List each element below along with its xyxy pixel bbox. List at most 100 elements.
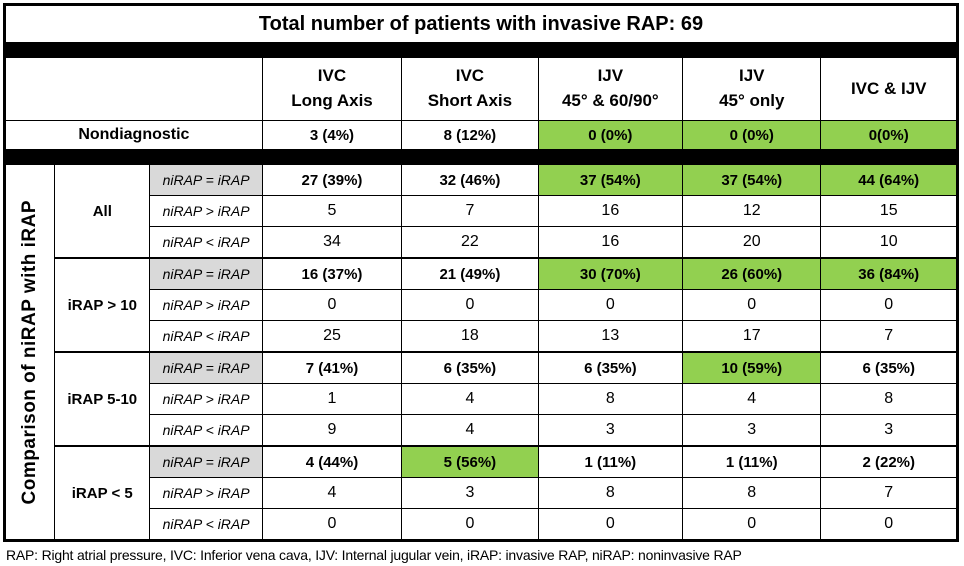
value-cell: 20 — [682, 226, 822, 259]
col-header-line2: 45° only — [719, 91, 785, 110]
table-row: niRAP > iRAP 0 0 0 0 0 — [5, 289, 958, 321]
value-cell: 30 (70%) — [537, 257, 684, 290]
value-cell: 26 (60%) — [682, 257, 822, 290]
row-label-nirap-lt-irap: niRAP < iRAP — [149, 226, 263, 259]
table-row: niRAP > iRAP 1 4 8 4 8 — [5, 383, 958, 415]
value-cell: 7 — [820, 477, 958, 509]
table-row: niRAP < iRAP 34 22 16 20 10 — [5, 226, 958, 259]
side-label-cell: Comparison of niRAP with iRAP — [3, 164, 56, 541]
value-cell: 18 — [401, 320, 539, 353]
row-label-nirap-eq-irap: niRAP = iRAP — [149, 257, 263, 290]
value-cell: 0 — [401, 508, 539, 541]
rap-comparison-table: Total number of patients with invasive R… — [3, 3, 959, 542]
column-header-row: IVC Long Axis IVC Short Axis IJV 45° & 6… — [4, 57, 958, 121]
row-label-nirap-gt-irap: niRAP > iRAP — [149, 289, 263, 321]
value-cell: 8 — [537, 477, 684, 509]
value-cell: 21 (49%) — [401, 257, 539, 290]
value-cell: 0 — [820, 289, 958, 321]
value-cell: 0 — [537, 508, 684, 541]
nondiagnostic-value: 8 (12%) — [401, 120, 539, 150]
row-label-nirap-lt-irap: niRAP < iRAP — [149, 508, 263, 541]
value-cell: 9 — [261, 414, 403, 447]
table-row: Comparison of niRAP with iRAP All niRAP … — [3, 164, 958, 541]
value-cell: 27 (39%) — [261, 164, 403, 196]
value-cell: 37 (54%) — [682, 164, 822, 196]
group-label-all: All — [54, 164, 151, 259]
col-header-line1: IVC — [317, 66, 347, 86]
value-cell: 3 — [401, 477, 539, 509]
nondiagnostic-value: 0 (0%) — [537, 120, 684, 150]
row-label-nirap-lt-irap: niRAP < iRAP — [149, 320, 263, 353]
group-label-irap-5-10: iRAP 5-10 — [54, 351, 151, 447]
value-cell: 3 — [537, 414, 684, 447]
col-header-ivc-short-axis: IVC Short Axis — [401, 57, 539, 121]
value-cell: 4 — [261, 477, 403, 509]
col-header-line2: Short Axis — [427, 91, 513, 110]
table-title: Total number of patients with invasive R… — [4, 4, 958, 43]
value-cell: 16 — [537, 195, 684, 227]
value-cell: 8 — [537, 383, 684, 415]
row-label-nirap-gt-irap: niRAP > iRAP — [149, 195, 263, 227]
value-cell: 36 (84%) — [820, 257, 958, 290]
separator-bar — [4, 42, 958, 58]
value-cell: 6 (35%) — [820, 351, 958, 384]
table-row: iRAP < 5 niRAP = iRAP 4 (44%) 5 (56%) 1 … — [5, 445, 958, 541]
separator-bar-middle — [4, 149, 958, 165]
col-header-line2: 45° & 60/90° — [561, 91, 659, 110]
col-header-line2: Long Axis — [291, 91, 373, 110]
value-cell: 37 (54%) — [537, 164, 684, 196]
value-cell: 22 — [401, 226, 539, 259]
value-cell: 2 (22%) — [820, 445, 958, 478]
row-label-nirap-gt-irap: niRAP > iRAP — [149, 477, 263, 509]
value-cell: 6 (35%) — [401, 351, 539, 384]
nondiagnostic-label: Nondiagnostic — [4, 120, 263, 150]
value-cell: 15 — [820, 195, 958, 227]
side-vertical-label: Comparison of niRAP with iRAP — [19, 199, 41, 505]
value-cell: 4 — [682, 383, 822, 415]
value-cell: 13 — [537, 320, 684, 353]
separator-bar — [4, 149, 958, 165]
row-label-nirap-lt-irap: niRAP < iRAP — [149, 414, 263, 447]
value-cell: 0 — [682, 508, 822, 541]
value-cell: 0 — [401, 289, 539, 321]
row-label-nirap-gt-irap: niRAP > iRAP — [149, 383, 263, 415]
value-cell: 32 (46%) — [401, 164, 539, 196]
nondiagnostic-value: 3 (4%) — [261, 120, 403, 150]
value-cell: 4 (44%) — [261, 445, 403, 478]
nondiagnostic-value: 0 (0%) — [682, 120, 822, 150]
value-cell: 3 — [682, 414, 822, 447]
col-header-ijv-45-6090: IJV 45° & 60/90° — [537, 57, 684, 121]
value-cell: 16 (37%) — [261, 257, 403, 290]
value-cell: 3 — [820, 414, 958, 447]
row-label-nirap-eq-irap: niRAP = iRAP — [149, 445, 263, 478]
value-cell: 0 — [261, 289, 403, 321]
value-cell: 0 — [537, 289, 684, 321]
value-cell: 6 (35%) — [537, 351, 684, 384]
title-row: Total number of patients with invasive R… — [4, 4, 958, 43]
value-cell: 1 — [261, 383, 403, 415]
table-row: niRAP < iRAP 25 18 13 17 7 — [5, 320, 958, 353]
value-cell: 16 — [537, 226, 684, 259]
group-label-irap-gt-10: iRAP > 10 — [54, 257, 151, 353]
value-cell: 0 — [682, 289, 822, 321]
value-cell: 8 — [820, 383, 958, 415]
value-cell: 10 (59%) — [682, 351, 822, 384]
abbreviations-footnote: RAP: Right atrial pressure, IVC: Inferio… — [6, 547, 742, 563]
value-cell: 0 — [820, 508, 958, 541]
value-cell: 7 (41%) — [261, 351, 403, 384]
value-cell: 7 — [401, 195, 539, 227]
table-row: niRAP > iRAP 5 7 16 12 15 — [5, 195, 958, 227]
table-row: iRAP > 10 niRAP = iRAP 16 (37%) 21 (49%)… — [5, 257, 958, 353]
col-header-ivc-and-ijv: IVC & IJV — [820, 57, 958, 121]
value-cell: 44 (64%) — [820, 164, 958, 196]
group-label-irap-lt-5: iRAP < 5 — [54, 445, 151, 541]
col-header-line1: IVC — [455, 66, 485, 86]
col-header-line1: IVC & IJV — [850, 78, 927, 98]
separator-bar-top — [4, 42, 958, 58]
header-empty-cell — [4, 57, 263, 121]
value-cell: 0 — [261, 508, 403, 541]
value-cell: 4 — [401, 414, 539, 447]
value-cell: 5 (56%) — [401, 445, 539, 478]
col-header-line1: IJV — [597, 66, 624, 86]
value-cell: 5 — [261, 195, 403, 227]
